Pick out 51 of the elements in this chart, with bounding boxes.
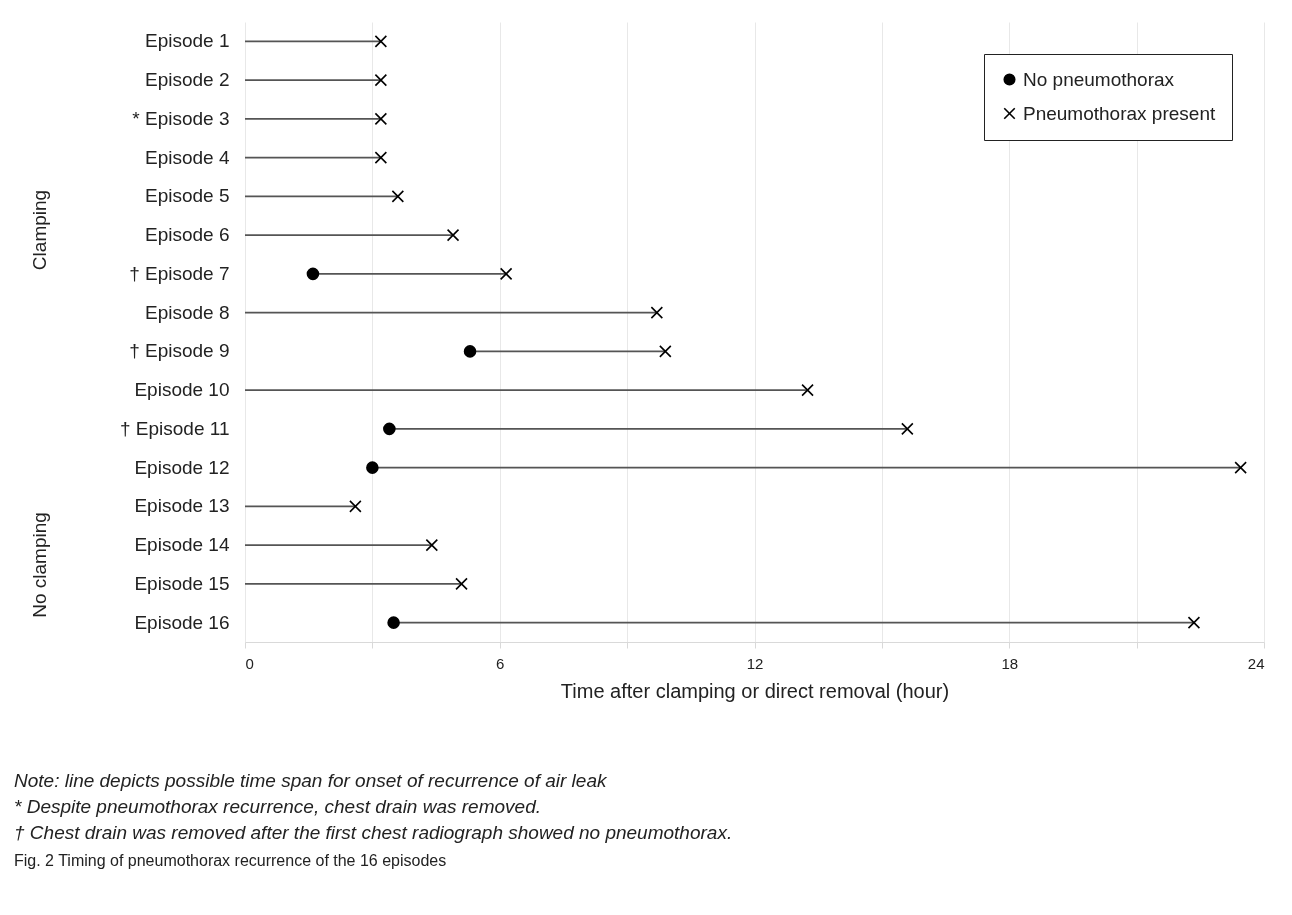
point bbox=[391, 190, 405, 203]
y-tick-label: Episode 14 bbox=[134, 534, 230, 556]
legend-label: No pneumothorax bbox=[1023, 68, 1175, 90]
point bbox=[659, 345, 672, 358]
text: † Chest drain was removed after the first chest radiograph showed no pneumothorax. bbox=[14, 821, 734, 845]
point bbox=[455, 577, 468, 591]
point bbox=[306, 267, 320, 281]
point bbox=[499, 267, 513, 281]
y-tick-label: Episode 2 bbox=[144, 69, 230, 91]
legend-label: Pneumothorax present bbox=[1023, 102, 1216, 124]
text: Fig. 2 Timing of pneumothorax recurrence of the 16 episodes bbox=[14, 852, 448, 870]
y-tick-label: Episode 13 bbox=[134, 495, 230, 517]
y-tick-label: Episode 6 bbox=[144, 224, 230, 246]
x-tick-label: 18 bbox=[1001, 654, 1019, 672]
point bbox=[801, 383, 814, 397]
y-tick-label: Episode 8 bbox=[144, 301, 230, 323]
point bbox=[650, 306, 664, 319]
point bbox=[463, 345, 477, 358]
y-tick-label: Episode 12 bbox=[134, 456, 230, 478]
y-tick-label: Episode 1 bbox=[144, 30, 230, 52]
y-tick-label: Episode 16 bbox=[134, 611, 230, 633]
point bbox=[383, 422, 396, 436]
point bbox=[387, 616, 400, 629]
y-tick-label: Episode 5 bbox=[144, 185, 230, 207]
text: * Despite pneumothorax recurrence, chest drain was removed. bbox=[14, 795, 542, 819]
y-tick-label: † Episode 9 bbox=[129, 340, 230, 362]
x-tick-label: 6 bbox=[496, 654, 505, 672]
y-tick-label: Episode 10 bbox=[134, 379, 230, 401]
x-tick-label: 24 bbox=[1247, 654, 1265, 672]
point bbox=[374, 151, 388, 164]
point bbox=[349, 500, 362, 513]
text: No clamping bbox=[29, 512, 51, 618]
y-tick-label: Episode 15 bbox=[134, 572, 230, 594]
x-axis-title: Time after clamping or direct removal (hour) bbox=[560, 679, 950, 702]
y-tick-label: * Episode 3 bbox=[132, 107, 230, 129]
x-tick-label: 0 bbox=[245, 654, 254, 672]
y-tick-label: † Episode 7 bbox=[129, 262, 230, 284]
point bbox=[901, 422, 914, 436]
text: Clamping bbox=[29, 189, 51, 271]
point bbox=[374, 112, 388, 126]
point bbox=[374, 73, 388, 87]
point bbox=[1187, 616, 1201, 629]
text: Note: line depicts possible time span for onset of recurrence of air leak bbox=[14, 769, 608, 793]
point bbox=[374, 35, 388, 48]
point bbox=[425, 538, 439, 552]
point bbox=[366, 461, 379, 474]
y-tick-label: † Episode 11 bbox=[119, 417, 230, 439]
x-tick-label: 12 bbox=[746, 654, 764, 672]
point bbox=[1234, 461, 1247, 474]
point bbox=[446, 228, 460, 242]
y-tick-label: Episode 4 bbox=[144, 146, 230, 168]
